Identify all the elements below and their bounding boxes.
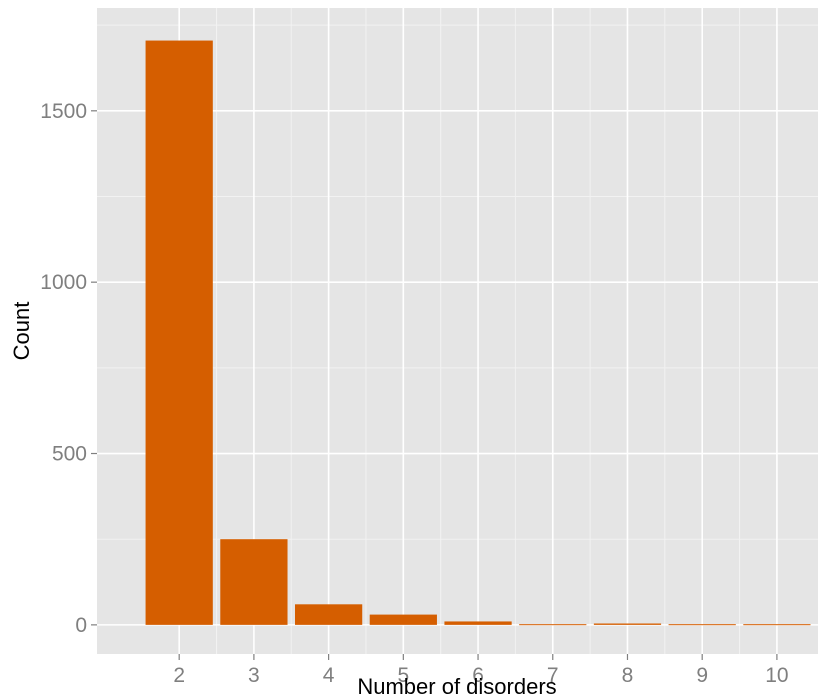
bar [145,40,213,625]
x-tick-label: 2 [173,664,185,687]
x-tick-label: 3 [248,664,260,687]
bar [593,623,662,625]
bar [519,624,587,626]
x-tick-label: 9 [696,664,708,687]
y-axis-title: Count [9,302,34,361]
y-tick-label: 500 [52,443,87,466]
plot-panel [97,8,818,654]
bar [369,614,437,625]
y-tick-label: 0 [75,614,87,637]
x-axis-title: Number of disorders [357,674,556,699]
bar [444,621,512,625]
bar [294,604,363,625]
x-tick-label: 8 [622,664,634,687]
x-tick-label: 10 [765,664,788,687]
y-tick-label: 1500 [40,100,87,123]
bar [220,539,288,625]
bars [145,40,811,626]
x-axis-ticks: 2 3 4 5 6 7 8 9 10 [173,654,789,687]
bar [668,624,736,626]
y-axis-ticks: 0 500 1000 1500 [40,100,97,637]
grid-major-lines [97,8,818,654]
x-tick-label: 4 [323,664,335,687]
x-tick-label: 6 [472,664,484,687]
y-tick-label: 1000 [40,271,87,294]
grid-minor-lines [97,8,818,654]
x-tick-label: 7 [547,664,559,687]
bar [743,624,811,626]
x-tick-label: 5 [397,664,409,687]
